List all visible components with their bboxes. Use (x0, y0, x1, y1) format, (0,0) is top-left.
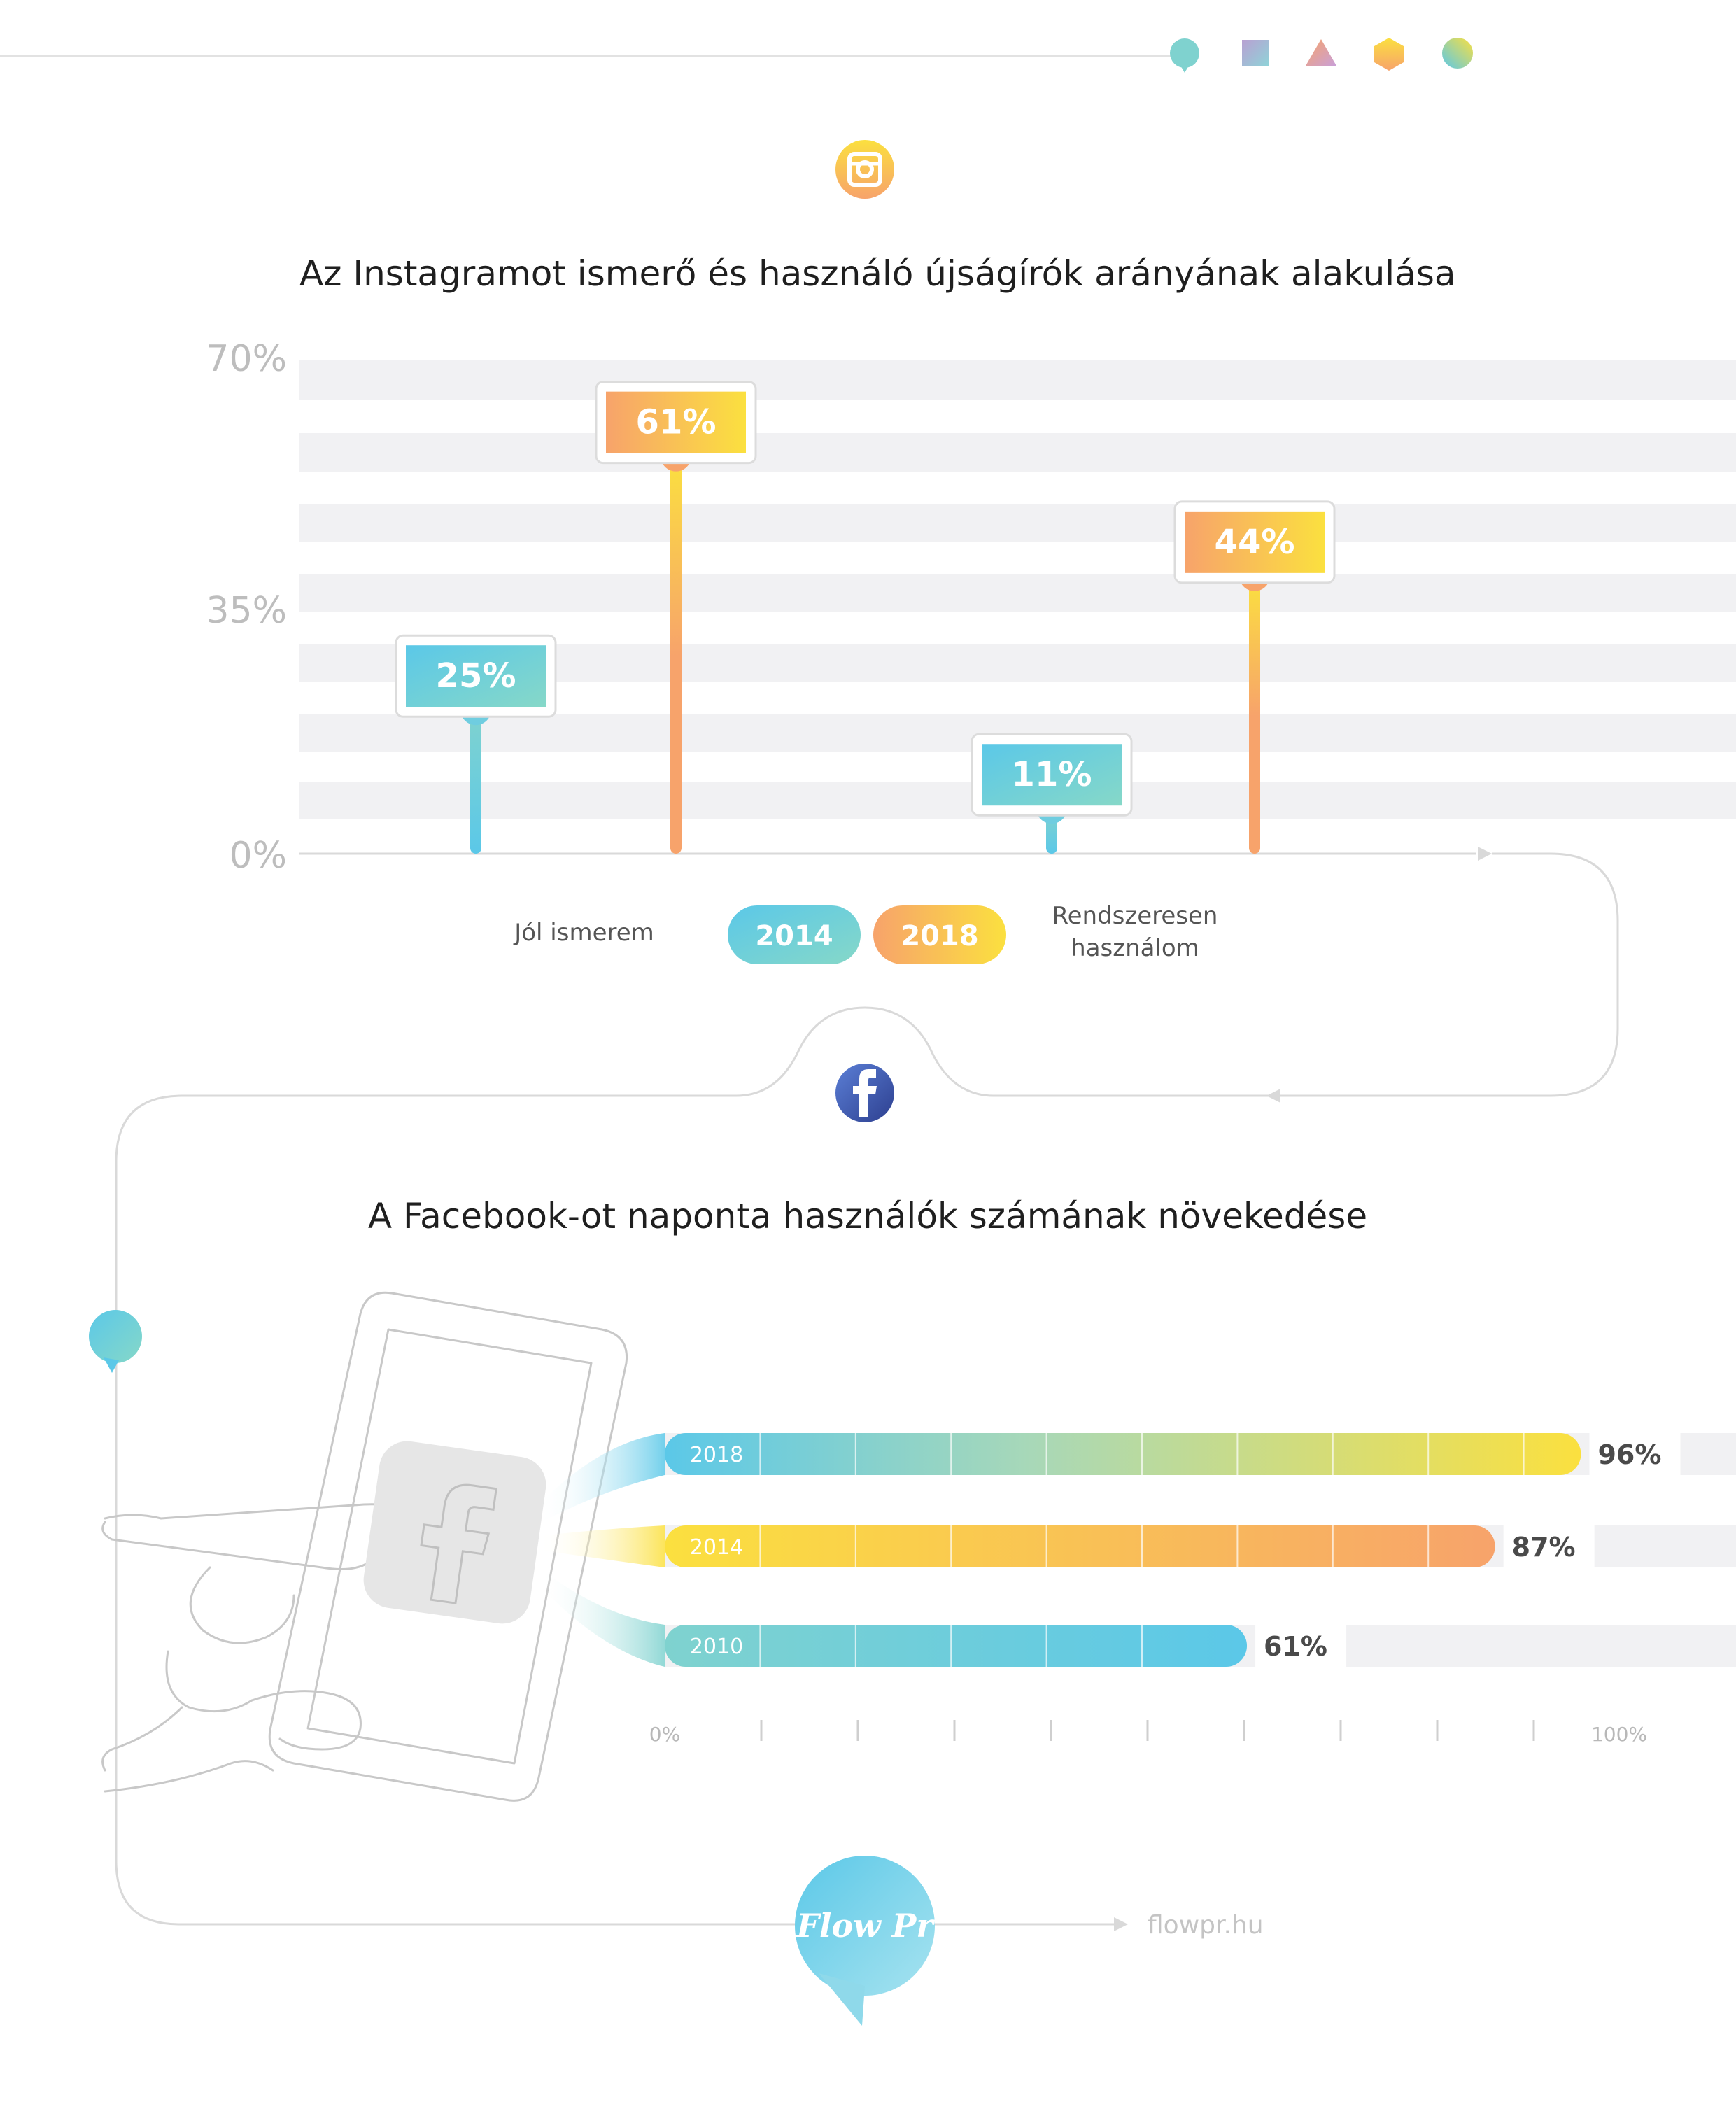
x-tick-0: 0% (649, 1723, 680, 1746)
arrow-right-icon (1114, 1917, 1128, 1931)
bar-value-bg (1503, 1525, 1595, 1567)
y-tick-0: 0% (230, 835, 288, 877)
bar-2018-0 (606, 391, 746, 453)
footer-url[interactable]: flowpr.hu (1148, 1911, 1264, 1940)
data-label-2014-1: 11% (1012, 755, 1092, 794)
bar-2018-1-stick (1249, 578, 1260, 854)
chart1-title: Az Instagramot ismerő és használó újságí… (299, 253, 1456, 294)
speech-bubble-icon (89, 1310, 142, 1373)
flow-connector-line (115, 852, 1619, 1926)
bar-2018 (665, 1433, 1581, 1475)
chart1-marks: 25% 11% 61% 44% (395, 381, 1336, 854)
y-tick-35: 35% (206, 590, 287, 632)
legend-2018-label: 2018 (901, 920, 978, 952)
arrow-right-icon (1478, 847, 1492, 861)
funnel-2018 (539, 1433, 665, 1522)
bar-value-label-2018: 96% (1597, 1439, 1661, 1470)
arrow-left-icon (1266, 1089, 1280, 1103)
facebook-icon (835, 1064, 894, 1122)
bar-2014 (665, 1525, 1495, 1567)
data-label-2018-0: 61% (636, 403, 717, 442)
category-label-rendszeresen-line2: használom (1071, 934, 1199, 962)
chart2-x-ticks: 0% 100% (649, 1720, 1647, 1746)
funnel-2014 (539, 1525, 665, 1567)
circle-icon (1442, 38, 1473, 69)
data-label-2014-0: 25% (436, 656, 516, 696)
legend-2018: 2018 (873, 905, 1006, 964)
legend-2014: 2014 (728, 905, 861, 964)
bar-2018-1 (1185, 511, 1325, 573)
triangle-icon (1306, 39, 1336, 66)
bar-2014-0-stick (470, 712, 481, 854)
y-tick-70: 70% (206, 338, 287, 380)
square-icon (1242, 40, 1269, 66)
bar-year-label-2014: 2014 (690, 1535, 743, 1560)
speech-bubble-icon (1170, 38, 1199, 73)
category-label-rendszeresen-line1: Rendszeresen (1052, 902, 1218, 930)
funnel-2010 (539, 1567, 665, 1667)
bar-value-bg (1255, 1625, 1347, 1667)
phone-hand-illustration (101, 1291, 628, 1802)
bar-value-label-2010: 61% (1264, 1631, 1327, 1662)
hexagon-icon (1374, 38, 1404, 71)
flowpr-logo: Flow Pr (795, 1856, 936, 2026)
bar-2010 (665, 1625, 1248, 1667)
bar-2018-0-stick (670, 458, 682, 854)
bar-value-label-2014: 87% (1512, 1532, 1576, 1563)
bar-year-label-2010: 2010 (690, 1635, 743, 1659)
bar-year-label-2018: 2018 (690, 1443, 743, 1467)
bar-2014-0 (406, 645, 546, 707)
instagram-icon (835, 140, 894, 199)
legend-2014-label: 2014 (755, 920, 833, 952)
bar-value-bg (1589, 1433, 1681, 1475)
data-label-2018-1: 44% (1215, 523, 1295, 562)
logo-text: Flow Pr (795, 1907, 936, 1945)
facebook-app-tile-icon (363, 1441, 546, 1624)
chart2-marks: 2018 96% 2014 87% 2010 61% (665, 1433, 1736, 1667)
x-tick-100: 100% (1591, 1723, 1647, 1746)
category-label-jol-ismerem: Jól ismerem (513, 919, 654, 947)
chart2-title: A Facebook-ot naponta használók számának… (368, 1196, 1367, 1236)
bar-2014-1 (982, 744, 1122, 806)
